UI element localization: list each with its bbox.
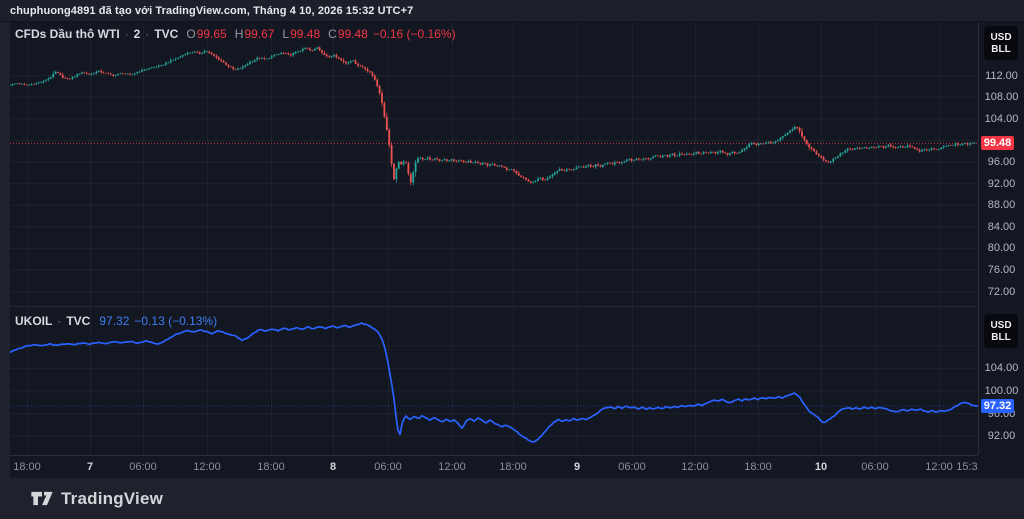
tradingview-logo-icon[interactable] bbox=[30, 489, 54, 508]
ukoil-symbol: UKOIL bbox=[15, 314, 53, 328]
price-tick-label: 104.00 bbox=[984, 362, 1019, 374]
time-tick-label: 18:00 bbox=[257, 461, 285, 473]
chart-panel[interactable]: CFDs Dầu thô WTI · 2 · TVC O 99.65 H 99.67… bbox=[10, 22, 1024, 478]
price-tick-label: 84.00 bbox=[987, 221, 1016, 233]
wti-high: H 99.67 bbox=[234, 27, 275, 41]
wti-interval: 2 bbox=[133, 27, 141, 41]
ukoil-change: −0.13 (−0.13%) bbox=[134, 314, 218, 328]
wti-legend: CFDs Dầu thô WTI · 2 · TVC O 99.65 H 99.67… bbox=[15, 27, 456, 41]
time-tick-label: 12:00 bbox=[925, 461, 953, 473]
wti-close: C 99.48 bbox=[328, 27, 368, 41]
price-tick-label: 76.00 bbox=[987, 264, 1016, 276]
price-tick-label: 104.00 bbox=[984, 113, 1019, 125]
price-axis[interactable]: 92.00 96.00 100.00 104.00 72.00 76.00 80.00 84.… bbox=[978, 22, 1024, 455]
time-tick-day-label: 8 bbox=[329, 461, 337, 473]
unit-bll: BLL bbox=[991, 43, 1011, 55]
price-tick-label: 80.00 bbox=[987, 242, 1016, 254]
separator-dot: · bbox=[124, 27, 129, 41]
time-axis[interactable]: 18:00 7 06:00 12:00 18:00 8 06:00 12:00 18:00 9 06… bbox=[10, 455, 978, 478]
time-tick-day-label: 9 bbox=[573, 461, 581, 473]
price-tick-label: 92.00 bbox=[987, 178, 1016, 190]
ukoil-legend: UKOIL · TVC 97.32 −0.13 (−0.13%) bbox=[15, 314, 217, 328]
time-tick-label: 12:00 bbox=[193, 461, 221, 473]
ukoil-last-price-tag: 97.32 bbox=[981, 399, 1014, 413]
price-tick-label: 92.00 bbox=[987, 430, 1016, 442]
time-tick-label: 06:00 bbox=[129, 461, 157, 473]
price-tick-label: 112.00 bbox=[985, 70, 1018, 82]
wti-exchange: TVC bbox=[154, 27, 179, 41]
time-tick-label: 12:00 bbox=[438, 461, 466, 473]
wti-change: −0.16 (−0.16%) bbox=[372, 27, 456, 41]
attribution-bar: chuphuong4891 đã tạo với TradingView.com… bbox=[0, 0, 1024, 22]
time-tick-label: 18:00 bbox=[13, 461, 41, 473]
time-tick-day-label: 10 bbox=[814, 461, 828, 473]
ukoil-last-value: 97.32 bbox=[99, 314, 130, 328]
price-tick-label: 96.00 bbox=[987, 156, 1016, 168]
ukoil-exchange: TVC bbox=[66, 314, 91, 328]
unit-usd: USD bbox=[990, 31, 1012, 43]
unit-usd: USD bbox=[990, 319, 1012, 331]
wti-unit-badge: USD BLL bbox=[984, 26, 1018, 60]
price-tick-label: 88.00 bbox=[987, 199, 1016, 211]
price-tick-label: 108.00 bbox=[984, 91, 1019, 103]
tradingview-logo-text[interactable]: TradingView bbox=[61, 488, 164, 508]
chart-canvas[interactable] bbox=[10, 22, 1024, 478]
time-tick-label: 12:00 bbox=[681, 461, 709, 473]
attribution-text: chuphuong4891 đã tạo với TradingView.com… bbox=[10, 4, 414, 17]
price-tick-label: 72.00 bbox=[987, 286, 1016, 298]
time-tick-label: 15:32 bbox=[956, 461, 978, 473]
time-tick-label: 18:00 bbox=[499, 461, 527, 473]
price-tick-label: 100.00 bbox=[984, 385, 1019, 397]
time-tick-label: 18:00 bbox=[744, 461, 772, 473]
time-tick-label: 06:00 bbox=[618, 461, 646, 473]
footer: TradingView bbox=[0, 478, 1024, 519]
unit-bll: BLL bbox=[991, 331, 1011, 343]
time-tick-label: 06:00 bbox=[861, 461, 889, 473]
time-tick-day-label: 7 bbox=[86, 461, 94, 473]
wti-open: O 99.65 bbox=[186, 27, 227, 41]
wti-low: L 99.48 bbox=[282, 27, 321, 41]
ukoil-unit-badge: USD BLL bbox=[984, 314, 1018, 348]
separator-dot: · bbox=[57, 314, 62, 328]
wti-last-price-tag: 99.48 bbox=[981, 136, 1014, 150]
time-tick-label: 06:00 bbox=[374, 461, 402, 473]
separator-dot: · bbox=[145, 27, 150, 41]
wti-symbol: CFDs Dầu thô WTI bbox=[15, 27, 120, 41]
